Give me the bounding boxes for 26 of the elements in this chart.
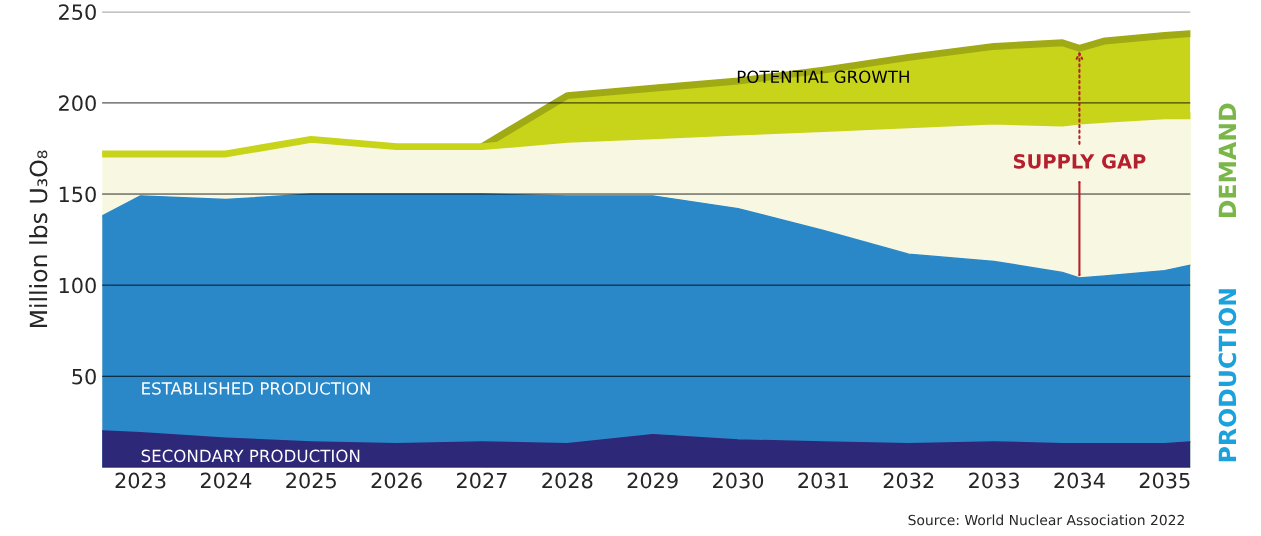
- series-label: ESTABLISHED PRODUCTION: [142, 382, 370, 395]
- x-tick-label: 2027: [456, 472, 507, 489]
- x-tick-label: 2023: [115, 472, 166, 489]
- annotation: SUPPLY GAP: [1013, 153, 1146, 169]
- text: DEMAND: [1218, 103, 1236, 218]
- x-tick-label: 2026: [371, 472, 422, 489]
- x-tick-label: 2024: [200, 472, 252, 489]
- x-tick-label: 2028: [542, 472, 593, 489]
- x-tick-label: 2031: [798, 472, 848, 489]
- y-tick-label: 100: [59, 277, 96, 294]
- series-label: SECONDARY PRODUCTION: [141, 449, 360, 463]
- x-tick-label: 2030: [713, 472, 764, 489]
- x-tick-label: 2034: [1054, 472, 1105, 489]
- y-axis-title: Million lbs U₃O₈: [29, 150, 48, 328]
- x-tick-label: 2025: [286, 472, 336, 489]
- y-tick-label: 250: [59, 4, 96, 20]
- y-tick-label: 50: [72, 368, 96, 385]
- text: PRODUCTION: [1218, 289, 1237, 462]
- x-tick-label: 2029: [627, 472, 678, 489]
- x-tick-label: 2035: [1139, 472, 1190, 489]
- x-tick-label: 2032: [883, 472, 934, 489]
- source-note: Source: World Nuclear Association 2022: [908, 514, 1184, 526]
- series-label: POTENTIAL GROWTH: [737, 70, 909, 84]
- y-tick-label: 150: [59, 186, 96, 203]
- x-tick-label: 2033: [969, 472, 1019, 489]
- y-tick-label: 200: [59, 95, 96, 112]
